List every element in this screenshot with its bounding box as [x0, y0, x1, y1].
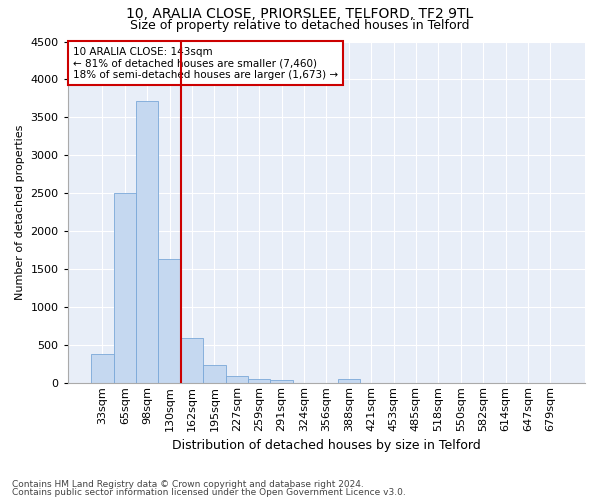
Text: Size of property relative to detached houses in Telford: Size of property relative to detached ho…: [130, 19, 470, 32]
Y-axis label: Number of detached properties: Number of detached properties: [15, 124, 25, 300]
Text: 10, ARALIA CLOSE, PRIORSLEE, TELFORD, TF2 9TL: 10, ARALIA CLOSE, PRIORSLEE, TELFORD, TF…: [127, 8, 473, 22]
Bar: [158, 258, 181, 384]
Bar: [271, 380, 293, 384]
Text: Contains HM Land Registry data © Crown copyright and database right 2024.: Contains HM Land Registry data © Crown c…: [12, 480, 364, 489]
Bar: [338, 378, 360, 384]
X-axis label: Distribution of detached houses by size in Telford: Distribution of detached houses by size …: [172, 440, 481, 452]
Bar: [248, 378, 271, 384]
Text: Contains public sector information licensed under the Open Government Licence v3: Contains public sector information licen…: [12, 488, 406, 497]
Text: 10 ARALIA CLOSE: 143sqm
← 81% of detached houses are smaller (7,460)
18% of semi: 10 ARALIA CLOSE: 143sqm ← 81% of detache…: [73, 46, 338, 80]
Bar: [91, 354, 113, 384]
Bar: [136, 100, 158, 384]
Bar: [203, 365, 226, 384]
Bar: [226, 376, 248, 384]
Bar: [181, 338, 203, 384]
Bar: [113, 194, 136, 384]
